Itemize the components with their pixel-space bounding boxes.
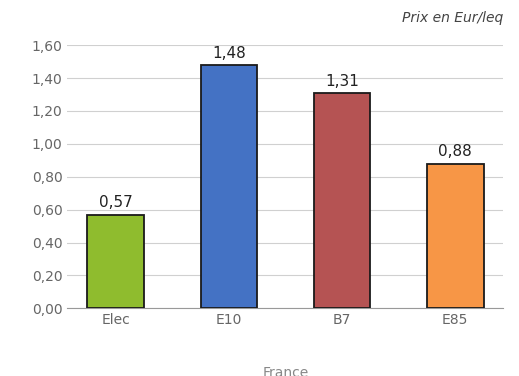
Text: 1,48: 1,48 xyxy=(212,46,245,61)
Bar xyxy=(200,65,257,308)
Text: Prix en Eur/leq: Prix en Eur/leq xyxy=(402,11,503,25)
Text: 0,88: 0,88 xyxy=(439,144,472,159)
Bar xyxy=(427,164,484,308)
Bar xyxy=(314,93,371,308)
Text: 0,57: 0,57 xyxy=(99,196,132,211)
Text: France: France xyxy=(262,366,309,376)
Text: 1,31: 1,31 xyxy=(325,74,359,89)
Bar xyxy=(87,215,144,308)
